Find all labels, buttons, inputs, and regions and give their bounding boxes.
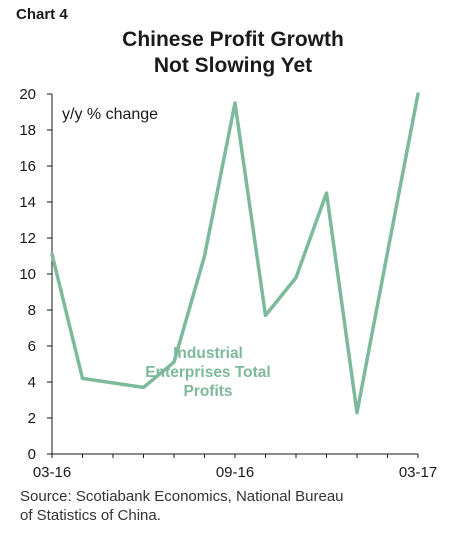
y-tick-label: 20 <box>19 86 36 103</box>
y-tick-label: 14 <box>19 194 36 211</box>
y-tick-label: 0 <box>28 446 36 463</box>
source-note: Source: Scotiabank Economics, National B… <box>20 487 344 525</box>
y-tick-label: 18 <box>19 122 36 139</box>
y-tick-label: 4 <box>28 374 36 391</box>
y-tick-label: 8 <box>28 302 36 319</box>
y-tick-label: 2 <box>28 410 36 427</box>
series-label: Industrial Enterprises Total Profits <box>145 345 271 400</box>
y-tick-label: 6 <box>28 338 36 355</box>
y-tick-label: 10 <box>19 266 36 283</box>
y-tick-label: 12 <box>19 230 36 247</box>
chart-number: Chart 4 <box>16 6 68 23</box>
series-line <box>50 92 420 415</box>
source-line-1: Source: Scotiabank Economics, National B… <box>20 488 344 505</box>
source-line-2: of Statistics of China. <box>20 507 161 524</box>
chart-title-line-1: Chinese Profit Growth <box>122 28 344 51</box>
x-tick-label: 03-16 <box>33 464 71 481</box>
x-tick-label: 09-16 <box>216 464 254 481</box>
x-tick-label: 03-17 <box>399 464 437 481</box>
y-tick-label: 16 <box>19 158 36 175</box>
chart-title-line-2: Not Slowing Yet <box>153 54 313 77</box>
y-axis-unit-label: y/y % change <box>62 106 159 123</box>
